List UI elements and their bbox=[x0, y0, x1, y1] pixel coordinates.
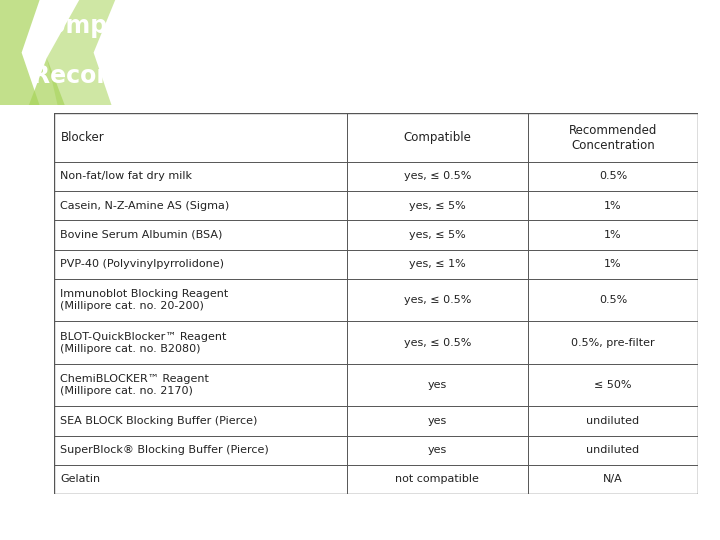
Text: not compatible: not compatible bbox=[395, 475, 480, 484]
Text: Immunoblot Blocking Reagent
(Millipore cat. no. 20-200): Immunoblot Blocking Reagent (Millipore c… bbox=[60, 289, 229, 311]
Text: undiluted: undiluted bbox=[587, 445, 639, 455]
Text: 1%: 1% bbox=[604, 259, 622, 269]
Text: MILLIPORE: MILLIPORE bbox=[588, 35, 706, 53]
Text: Blocker: Blocker bbox=[60, 131, 104, 144]
Text: yes, ≤ 0.5%: yes, ≤ 0.5% bbox=[404, 171, 471, 181]
Text: Bovine Serum Albumin (BSA): Bovine Serum Albumin (BSA) bbox=[60, 230, 222, 240]
Text: yes, ≤ 0.5%: yes, ≤ 0.5% bbox=[404, 295, 471, 305]
Text: Casein, N-Z-Amine AS (Sigma): Casein, N-Z-Amine AS (Sigma) bbox=[60, 201, 230, 211]
Polygon shape bbox=[0, 0, 40, 105]
Text: Recommended Concentrations: Recommended Concentrations bbox=[32, 64, 440, 88]
Text: yes: yes bbox=[428, 380, 447, 390]
Polygon shape bbox=[47, 0, 115, 105]
Text: yes, ≤ 5%: yes, ≤ 5% bbox=[409, 230, 466, 240]
Text: N/A: N/A bbox=[603, 475, 623, 484]
Text: ChemiBLOCKER™ Reagent
(Millipore cat. no. 2170): ChemiBLOCKER™ Reagent (Millipore cat. no… bbox=[60, 374, 210, 396]
Text: yes, ≤ 1%: yes, ≤ 1% bbox=[409, 259, 466, 269]
Text: yes: yes bbox=[428, 416, 447, 426]
Text: Compatible Blocking Reagents and: Compatible Blocking Reagents and bbox=[32, 15, 498, 38]
Text: SuperBlock® Blocking Buffer (Pierce): SuperBlock® Blocking Buffer (Pierce) bbox=[60, 445, 269, 455]
Text: undiluted: undiluted bbox=[587, 416, 639, 426]
Text: yes: yes bbox=[428, 445, 447, 455]
Text: Gelatin: Gelatin bbox=[60, 475, 101, 484]
Text: 1%: 1% bbox=[604, 201, 622, 211]
Text: yes, ≤ 5%: yes, ≤ 5% bbox=[409, 201, 466, 211]
Text: 0.5%: 0.5% bbox=[599, 171, 627, 181]
Polygon shape bbox=[29, 58, 65, 105]
Text: 0.5%: 0.5% bbox=[599, 295, 627, 305]
Text: 1%: 1% bbox=[604, 230, 622, 240]
Text: From page 8 of the SNAP i.d. User Guide: From page 8 of the SNAP i.d. User Guide bbox=[471, 519, 708, 532]
Text: Non-fat/low fat dry milk: Non-fat/low fat dry milk bbox=[60, 171, 192, 181]
Text: PVP-40 (Polyvinylpyrrolidone): PVP-40 (Polyvinylpyrrolidone) bbox=[60, 259, 225, 269]
Text: SEA BLOCK Blocking Buffer (Pierce): SEA BLOCK Blocking Buffer (Pierce) bbox=[60, 416, 258, 426]
Text: yes, ≤ 0.5%: yes, ≤ 0.5% bbox=[404, 338, 471, 348]
Text: 0.5%, pre-filter: 0.5%, pre-filter bbox=[571, 338, 654, 348]
Text: ≤ 50%: ≤ 50% bbox=[594, 380, 631, 390]
Text: BLOT-QuickBlocker™ Reagent
(Millipore cat. no. B2080): BLOT-QuickBlocker™ Reagent (Millipore ca… bbox=[60, 332, 227, 354]
Text: Recommended
Concentration: Recommended Concentration bbox=[569, 124, 657, 152]
Text: Compatible: Compatible bbox=[403, 131, 472, 144]
